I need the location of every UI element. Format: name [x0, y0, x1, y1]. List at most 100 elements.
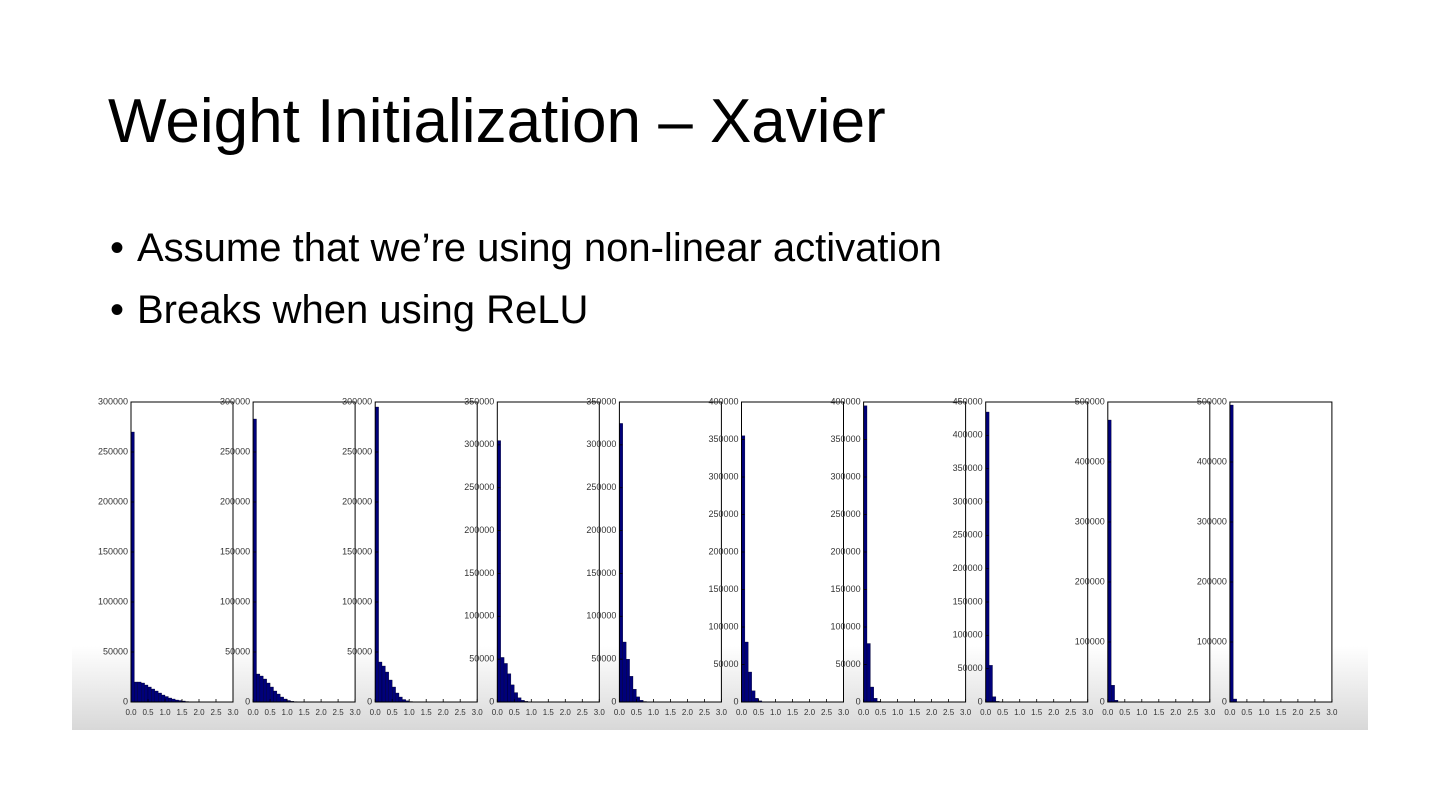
y-tick-label: 50000: [713, 659, 738, 669]
y-tick-label: 100000: [708, 621, 738, 631]
histogram-bar: [873, 698, 878, 703]
x-tick-label: 2.0: [1292, 708, 1304, 717]
histogram-bar: [168, 697, 172, 703]
histogram-bar: [497, 440, 501, 703]
y-tick-label: 0: [1222, 696, 1227, 706]
x-tick-label: 1.0: [1258, 708, 1270, 717]
y-tick-label: 300000: [98, 396, 128, 406]
x-tick-label: 0.5: [753, 708, 765, 717]
y-tick-label: 0: [245, 696, 250, 706]
y-tick-label: 250000: [708, 509, 738, 519]
x-tick-label: 1.5: [1153, 708, 1165, 717]
histogram-bar: [388, 679, 393, 703]
histogram-bar: [164, 696, 169, 703]
histogram-bar: [130, 431, 135, 703]
plot-area: [253, 402, 356, 702]
x-tick-label: 2.5: [333, 708, 345, 717]
histogram-bar: [870, 686, 874, 703]
y-tick-label: 400000: [953, 430, 983, 440]
y-tick-label: 0: [611, 696, 616, 706]
y-tick-label: 0: [367, 696, 372, 706]
y-tick-label: 350000: [586, 396, 616, 406]
histogram-bar: [744, 641, 749, 703]
y-tick-label: 200000: [464, 525, 494, 535]
histogram-bar: [503, 663, 508, 703]
histogram-bar: [741, 435, 746, 703]
y-tick-label: 100000: [98, 596, 128, 606]
y-tick-label: 100000: [586, 611, 616, 621]
x-tick-label: 1.5: [543, 708, 555, 717]
y-tick-label: 400000: [1075, 456, 1105, 466]
y-tick-label: 150000: [464, 568, 494, 578]
histogram-bar: [754, 698, 759, 703]
histogram-bar: [154, 690, 159, 703]
y-tick-label: 250000: [464, 482, 494, 492]
x-tick-label: 2.0: [193, 708, 205, 717]
y-tick-label: 200000: [342, 496, 372, 506]
y-tick-label: 100000: [464, 611, 494, 621]
x-tick-label: 3.0: [1326, 708, 1338, 717]
y-tick-label: 150000: [953, 596, 983, 606]
plot-area: [375, 402, 478, 702]
x-tick-label: 2.5: [577, 708, 589, 717]
y-tick-label: 200000: [708, 546, 738, 556]
y-tick-label: 50000: [225, 646, 250, 656]
y-tick-label: 100000: [1197, 636, 1227, 646]
histogram-bar: [500, 657, 505, 703]
histogram-bar: [147, 686, 152, 703]
x-tick-label: 1.5: [787, 708, 799, 717]
y-tick-label: 350000: [831, 434, 861, 444]
y-tick-label: 250000: [953, 530, 983, 540]
y-tick-label: 100000: [220, 596, 250, 606]
x-tick-label: 2.0: [1170, 708, 1182, 717]
y-tick-label: 200000: [1197, 576, 1227, 586]
histogram-bar: [863, 405, 868, 703]
plot-area: [863, 402, 966, 702]
bullet-text: Breaks when using ReLU: [137, 288, 589, 332]
y-tick-label: 150000: [98, 546, 128, 556]
y-tick-label: 0: [123, 696, 128, 706]
y-tick-label: 300000: [953, 496, 983, 506]
plot-frame: [252, 401, 356, 703]
x-tick-label: 2.5: [699, 708, 711, 717]
y-tick-label: 100000: [953, 630, 983, 640]
y-tick-label: 300000: [220, 396, 250, 406]
histogram-bar: [161, 694, 166, 703]
y-tick-label: 400000: [708, 396, 738, 406]
x-tick-label: 2.5: [455, 708, 467, 717]
histogram-bar: [392, 686, 396, 703]
histogram-bar: [748, 671, 752, 703]
histogram-bar: [514, 692, 518, 703]
x-tick-label: 1.0: [648, 708, 660, 717]
plot-frame: [496, 401, 600, 703]
plot-area: [131, 402, 233, 702]
histogram-bar: [280, 696, 284, 703]
histogram-bar: [144, 684, 149, 703]
x-tick-label: 1.0: [404, 708, 416, 717]
x-tick-label: 2.0: [438, 708, 450, 717]
x-tick-label: 1.5: [299, 708, 311, 717]
y-tick-label: 150000: [708, 584, 738, 594]
x-tick-label: 1.5: [421, 708, 433, 717]
y-tick-label: 200000: [831, 546, 861, 556]
y-tick-label: 150000: [831, 584, 861, 594]
x-tick-label: 1.0: [770, 708, 782, 717]
x-tick-label: 1.5: [1275, 708, 1287, 717]
histogram-bar: [276, 693, 281, 703]
histogram-bar: [151, 688, 155, 703]
y-tick-label: 500000: [1075, 396, 1105, 406]
x-tick-label: 0.0: [1102, 708, 1114, 717]
histogram-bar: [134, 681, 138, 703]
y-tick-label: 150000: [220, 546, 250, 556]
y-tick-label: 200000: [1075, 576, 1105, 586]
histogram-bar: [385, 671, 389, 703]
histogram-bar: [263, 678, 267, 703]
y-tick-label: 0: [1100, 696, 1105, 706]
histogram-bar: [1229, 404, 1234, 703]
histogram-bar: [636, 696, 640, 703]
plot-frame: [618, 401, 722, 703]
plot-frame: [863, 401, 967, 703]
x-tick-label: 2.0: [682, 708, 694, 717]
y-tick-label: 300000: [586, 439, 616, 449]
